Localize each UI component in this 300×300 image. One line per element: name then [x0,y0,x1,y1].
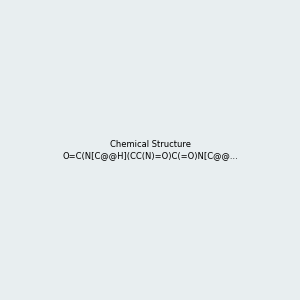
Text: Chemical Structure
O=C(N[C@@H](CC(N)=O)C(=O)N[C@@...: Chemical Structure O=C(N[C@@H](CC(N)=O)C… [62,140,238,160]
